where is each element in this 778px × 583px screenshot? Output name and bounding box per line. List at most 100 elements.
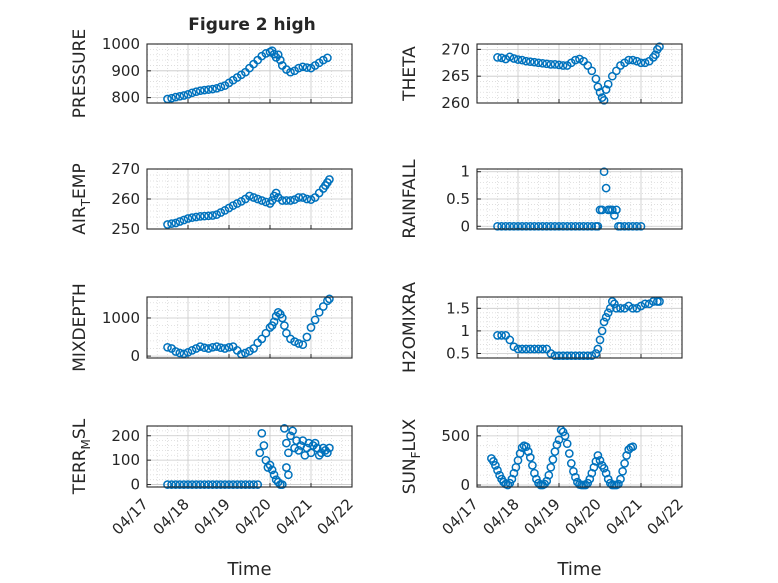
data-point [550, 60, 560, 69]
data-point [191, 344, 201, 353]
data-point [525, 221, 535, 231]
axes-box [146, 296, 353, 359]
y-axis-label: SUNFLUX [400, 418, 423, 494]
y-tick-label: 0 [460, 476, 470, 494]
data-point [183, 347, 193, 357]
data-point [530, 221, 539, 231]
data-point [579, 221, 588, 231]
data-point [640, 299, 650, 309]
data-point [325, 175, 334, 184]
data-point [601, 85, 611, 94]
data-point [167, 480, 176, 489]
y-axis-label: MIXDEPTH [70, 283, 90, 372]
data-point [636, 221, 646, 231]
y-tick-label: 1 [460, 322, 470, 340]
y-tick-label: 500 [441, 427, 470, 445]
y-axis-label-sub: M [79, 439, 93, 449]
data-point [505, 335, 515, 345]
data-point [521, 221, 531, 231]
y-axis-label-rest: LUX [400, 418, 420, 451]
data-point [538, 221, 547, 231]
data-point [232, 480, 242, 489]
data-point [167, 219, 176, 228]
data-point [204, 211, 213, 221]
data-point [175, 348, 185, 358]
data-point [538, 58, 547, 68]
data-point [599, 95, 609, 105]
subplot-h2omixra: 0.5 1 1.5 H2OMIXRA [400, 282, 683, 373]
data-point [534, 58, 543, 68]
data-point [302, 194, 312, 204]
data-point [212, 210, 222, 219]
data-point [509, 54, 519, 63]
data-point [306, 195, 316, 204]
data-point [195, 342, 205, 351]
data-point [325, 294, 334, 304]
data-point [277, 313, 287, 323]
data-point [575, 221, 584, 231]
data-point [175, 480, 185, 489]
y-tick-label: 1 [460, 163, 470, 181]
data-point [257, 196, 267, 205]
data-point [204, 85, 213, 94]
data-point [224, 480, 234, 489]
data-point [550, 351, 560, 361]
data-point [599, 463, 609, 473]
y-axis-label-main: SUN [400, 458, 420, 494]
data-point [302, 63, 312, 72]
data-point [554, 60, 564, 70]
data-point [216, 480, 226, 489]
y-axis-label-rest: EMP [70, 163, 90, 199]
data-point [530, 344, 539, 354]
data-point [579, 351, 588, 361]
data-point [564, 449, 574, 458]
data-point [288, 426, 297, 436]
data-point [581, 480, 590, 490]
data-point [208, 211, 217, 220]
data-point [560, 431, 570, 441]
data-point [314, 307, 324, 317]
data-point [571, 351, 580, 361]
data-point [179, 349, 189, 359]
subplot-pressure: 800 900 1000 PRESSURE [70, 29, 353, 118]
data-point [603, 308, 613, 318]
data-point [292, 436, 301, 445]
data-point [273, 307, 283, 317]
data-point [552, 440, 562, 450]
data-point [648, 297, 658, 306]
data-point [187, 88, 197, 98]
y-tick-label: 800 [111, 89, 140, 107]
y-tick-label: 200 [111, 427, 140, 445]
data-point [624, 55, 634, 65]
data-point [597, 205, 607, 215]
y-tick-label: 1000 [102, 35, 140, 53]
data-point [294, 339, 304, 348]
data-point [163, 220, 172, 229]
data-point [603, 79, 613, 89]
x-axis-label: Time [226, 559, 271, 580]
data-point [620, 221, 629, 231]
data-point [204, 480, 213, 489]
data-point [200, 85, 209, 95]
y-axis-label: THETA [400, 46, 420, 102]
data-point [212, 342, 222, 351]
data-point [273, 50, 283, 60]
data-point [263, 463, 273, 472]
data-point [325, 443, 334, 453]
data-point [282, 328, 291, 338]
y-axis-label-main: MIXDEPTH [70, 283, 90, 372]
data-point [249, 193, 258, 202]
data-point [593, 451, 603, 460]
y-tick-label: 0.5 [446, 344, 470, 362]
data-point [616, 303, 625, 313]
data-point [318, 302, 328, 311]
data-point [497, 221, 506, 231]
data-point [306, 323, 316, 332]
data-point [187, 346, 197, 355]
data-point [200, 343, 209, 353]
data-point [546, 221, 556, 231]
data-point [298, 193, 308, 202]
data-point [290, 195, 299, 204]
data-point [171, 347, 181, 356]
